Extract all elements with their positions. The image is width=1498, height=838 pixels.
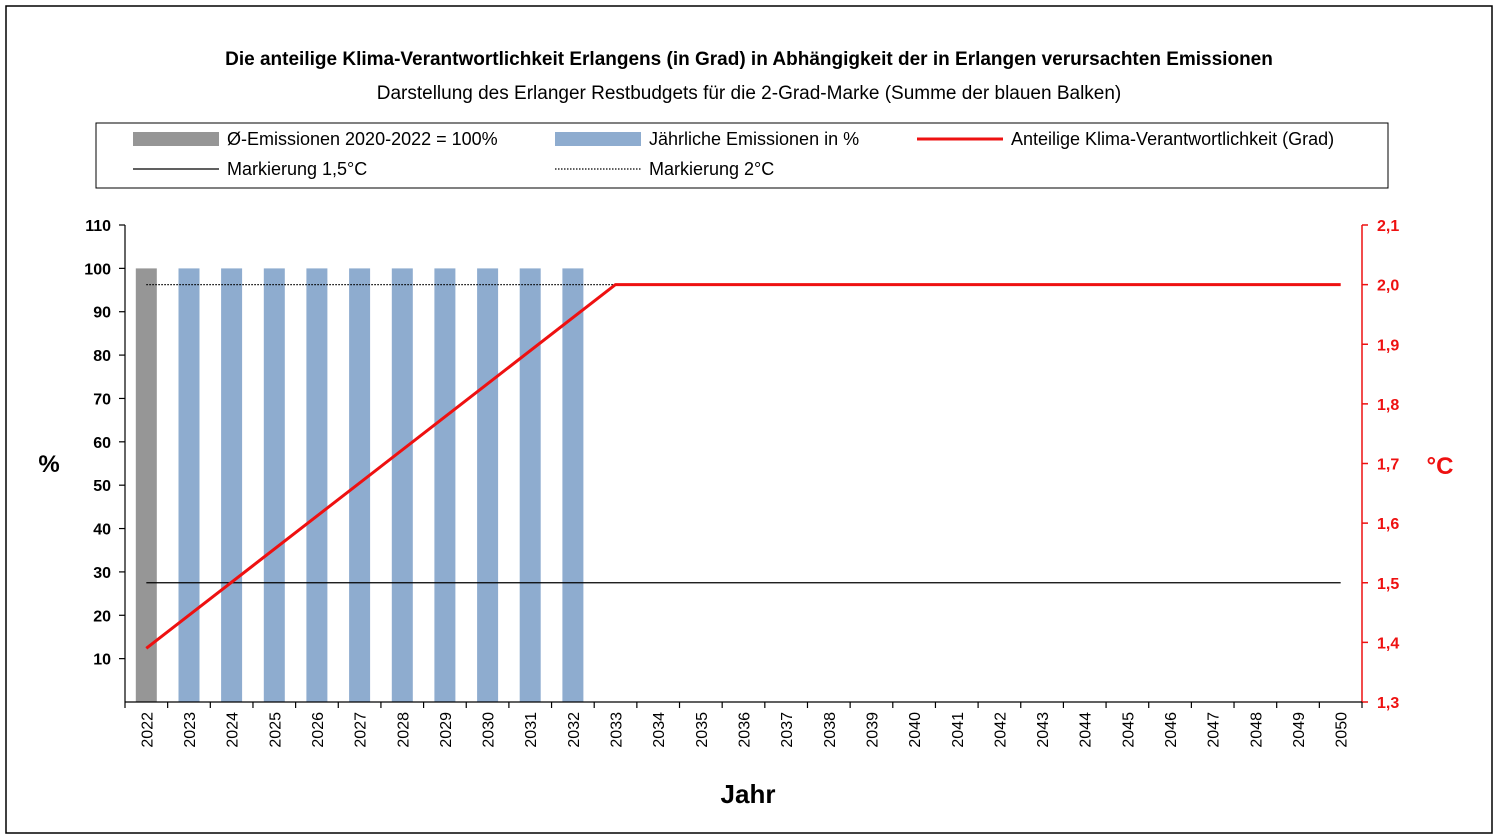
left-tick-label: 90 (93, 305, 111, 322)
x-tick-label: 2046 (1163, 712, 1180, 748)
legend-box (95, 122, 1389, 189)
annual-emissions-bar (477, 268, 499, 702)
left-tick-label: 70 (93, 391, 111, 408)
x-tick-label: 2034 (651, 712, 668, 748)
left-tick-label: 10 (93, 652, 111, 669)
right-tick-label: 2,1 (1377, 218, 1399, 235)
legend-label: Jährliche Emissionen in % (649, 129, 859, 149)
left-tick-label: 60 (93, 435, 111, 452)
x-tick-label: 2044 (1078, 712, 1095, 748)
x-tick-label: 2025 (267, 712, 284, 748)
left-tick-label: 50 (93, 478, 111, 495)
avg-emissions-bar (135, 268, 157, 702)
x-tick-label: 2049 (1291, 712, 1308, 748)
left-tick-label: 20 (93, 608, 111, 625)
x-tick-label: 2035 (694, 712, 711, 748)
x-tick-label: 2036 (737, 712, 754, 748)
annual-emissions-bar (306, 268, 328, 702)
x-tick-label: 2033 (609, 712, 626, 748)
left-tick-label: 110 (85, 218, 111, 235)
x-tick-label: 2037 (779, 712, 796, 748)
annual-emissions-bar (391, 268, 413, 702)
x-tick-label: 2022 (139, 712, 156, 748)
right-axis-title: °C (1427, 453, 1454, 480)
legend-swatch (555, 132, 641, 146)
chart-title: Die anteilige Klima-Verantwortlichkeit E… (225, 49, 1273, 70)
climate-responsibility-line (145, 283, 1341, 650)
x-tick-label: 2045 (1120, 712, 1137, 748)
legend-swatch (133, 132, 219, 146)
right-tick-label: 1,3 (1377, 695, 1399, 712)
x-tick-label: 2050 (1334, 712, 1351, 748)
annual-emissions-bar (434, 268, 456, 702)
x-tick-label: 2040 (907, 712, 924, 748)
left-tick-label: 40 (93, 522, 111, 539)
x-axis-title: Jahr (721, 779, 776, 809)
right-tick-label: 1,8 (1377, 397, 1399, 414)
annual-emissions-bar (349, 268, 371, 702)
annual-emissions-bar (519, 268, 541, 702)
left-tick-label: 100 (84, 261, 111, 278)
legend-label: Ø-Emissionen 2020-2022 = 100% (227, 129, 498, 149)
x-tick-label: 2048 (1248, 712, 1265, 748)
right-tick-label: 2,0 (1377, 278, 1399, 295)
annual-emissions-bar (263, 268, 285, 702)
left-axis-title: % (38, 451, 59, 478)
x-tick-label: 2024 (225, 712, 242, 748)
right-tick-label: 1,7 (1377, 457, 1399, 474)
x-tick-label: 2028 (395, 712, 412, 748)
right-tick-label: 1,9 (1377, 337, 1399, 354)
right-tick-label: 1,6 (1377, 516, 1399, 533)
annual-emissions-bar (178, 268, 200, 702)
x-tick-label: 2041 (950, 712, 967, 748)
x-tick-label: 2032 (566, 712, 583, 748)
x-tick-label: 2038 (822, 712, 839, 748)
x-tick-label: 2042 (992, 712, 1009, 748)
chart-subtitle: Darstellung des Erlanger Restbudgets für… (377, 83, 1122, 104)
x-tick-label: 2026 (310, 712, 327, 748)
x-tick-label: 2039 (864, 712, 881, 748)
plot-area: 1020304050607080901001101,31,41,51,61,71… (84, 218, 1399, 748)
legend: Ø-Emissionen 2020-2022 = 100% Jährliche E… (95, 122, 1389, 189)
legend-label: Anteilige Klima-Verantwortlichkeit (Grad… (1011, 129, 1334, 149)
x-tick-label: 2030 (481, 712, 498, 748)
right-tick-label: 1,5 (1377, 576, 1399, 593)
x-tick-label: 2023 (182, 712, 199, 748)
x-tick-label: 2047 (1206, 712, 1223, 748)
legend-label: Markierung 1,5°C (227, 159, 367, 179)
left-tick-label: 30 (93, 565, 111, 582)
annual-emissions-bar (221, 268, 243, 702)
left-tick-label: 80 (93, 348, 111, 365)
x-tick-label: 2031 (523, 712, 540, 748)
right-tick-label: 1,4 (1377, 635, 1399, 652)
annual-emissions-bar (562, 268, 584, 702)
x-tick-label: 2043 (1035, 712, 1052, 748)
x-tick-label: 2027 (353, 712, 370, 748)
legend-label: Markierung 2°C (649, 159, 774, 179)
x-tick-label: 2029 (438, 712, 455, 748)
